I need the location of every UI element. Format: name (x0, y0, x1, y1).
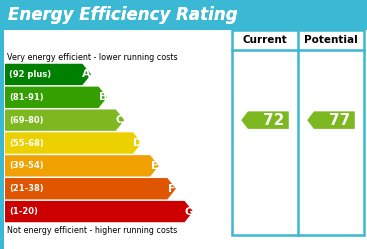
Bar (0, 0, 367, 30)
Text: G: G (184, 207, 193, 217)
Polygon shape (5, 155, 159, 177)
Polygon shape (5, 110, 124, 131)
Text: Energy Efficiency Rating: Energy Efficiency Rating (8, 6, 237, 24)
Polygon shape (5, 201, 193, 222)
Text: (69-80): (69-80) (9, 116, 44, 125)
Text: 77: 77 (329, 113, 350, 128)
Text: (55-68): (55-68) (9, 138, 44, 147)
Text: (39-54): (39-54) (9, 161, 44, 170)
Polygon shape (5, 132, 142, 154)
Text: F: F (168, 184, 175, 194)
Text: D: D (132, 138, 142, 148)
Text: (1-20): (1-20) (9, 207, 38, 216)
Text: Potential: Potential (304, 35, 358, 45)
Text: Energy Efficiency Rating: Energy Efficiency Rating (8, 6, 237, 24)
Text: (81-91): (81-91) (9, 93, 44, 102)
Text: Very energy efficient - lower running costs: Very energy efficient - lower running co… (7, 53, 178, 62)
Polygon shape (5, 178, 176, 199)
Text: Current: Current (243, 35, 287, 45)
Text: B: B (99, 92, 107, 102)
Bar (0, 0, 4, 249)
Text: C: C (116, 115, 124, 125)
Polygon shape (241, 111, 289, 129)
Polygon shape (5, 64, 91, 85)
Polygon shape (5, 87, 107, 108)
Text: (92 plus): (92 plus) (9, 70, 51, 79)
Text: (21-38): (21-38) (9, 184, 44, 193)
Text: E: E (150, 161, 158, 171)
Text: Not energy efficient - higher running costs: Not energy efficient - higher running co… (7, 226, 177, 235)
Text: 72: 72 (263, 113, 284, 128)
Bar (232, 30, 364, 235)
Bar (0, 0, 367, 30)
Text: A: A (83, 69, 91, 79)
Polygon shape (307, 111, 355, 129)
